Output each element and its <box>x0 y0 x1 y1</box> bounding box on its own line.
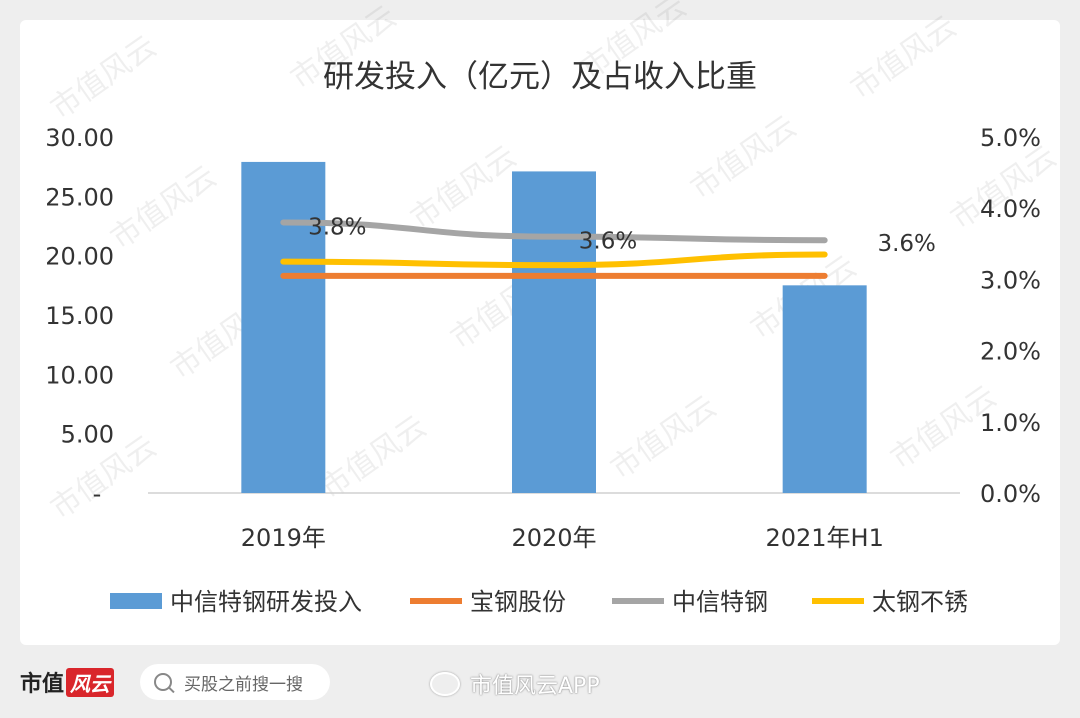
left-tick-label: 10.00 <box>45 361 114 389</box>
bar <box>782 285 867 493</box>
line-series <box>280 219 828 279</box>
brand-mark: 风云 <box>66 668 115 697</box>
data-label: 3.8% <box>308 214 366 240</box>
series-line <box>280 251 828 269</box>
legend: 中信特钢研发投入 宝钢股份 中信特钢 太钢不锈 <box>110 588 968 616</box>
bar-series <box>241 161 867 494</box>
weibo-icon <box>430 672 460 696</box>
bar <box>241 161 326 494</box>
search-box[interactable]: 买股之前搜一搜 <box>140 664 330 700</box>
watermark-text: 市值风云 <box>405 139 523 236</box>
watermark-text: 市值风云 <box>105 159 223 256</box>
watermark-text: 市值风云 <box>315 409 433 506</box>
x-axis-labels: 2019年 2020年 2021年H1 <box>241 524 884 552</box>
search-placeholder: 买股之前搜一搜 <box>184 674 303 695</box>
legend-label: 宝钢股份 <box>470 588 566 616</box>
left-tick-label: 25.00 <box>45 183 114 211</box>
watermark-text: 市值风云 <box>685 109 803 206</box>
brand-text: 市值 <box>20 672 65 697</box>
bar <box>512 171 596 493</box>
data-label: 3.6% <box>579 229 637 255</box>
x-tick-label: 2021年H1 <box>765 524 883 552</box>
right-tick-label: 5.0% <box>980 124 1041 152</box>
right-axis: 0.0% 1.0% 2.0% 3.0% 4.0% 5.0% <box>980 124 1041 508</box>
brand-logo: 市值 风云 <box>20 666 115 698</box>
legend-label: 中信特钢 <box>672 588 768 616</box>
footer: 市值 风云 买股之前搜一搜 市值风云APP <box>0 648 1080 718</box>
right-tick-label: 1.0% <box>980 409 1041 437</box>
left-tick-label: - <box>93 480 102 508</box>
watermark-text: 市值风云 <box>605 389 723 486</box>
left-axis: - 5.00 10.00 15.00 20.00 25.00 30.00 <box>45 124 114 508</box>
series-line <box>280 219 828 244</box>
legend-label: 中信特钢研发投入 <box>170 588 362 616</box>
chart-title: 研发投入（亿元）及占收入比重 <box>323 59 757 95</box>
x-tick-label: 2019年 <box>241 524 326 552</box>
x-tick-label: 2020年 <box>511 524 596 552</box>
left-tick-label: 15.00 <box>45 302 114 330</box>
right-tick-label: 2.0% <box>980 338 1041 366</box>
legend-label: 太钢不锈 <box>872 588 968 616</box>
left-tick-label: 5.00 <box>61 421 114 449</box>
legend-swatch <box>110 593 162 609</box>
data-label: 3.6% <box>877 231 935 257</box>
data-labels: 3.8% 3.6% 3.6% <box>308 214 936 257</box>
search-icon <box>154 673 172 691</box>
left-tick-label: 30.00 <box>45 124 114 152</box>
right-tick-label: 3.0% <box>980 266 1041 294</box>
right-tick-label: 4.0% <box>980 195 1041 223</box>
left-tick-label: 20.00 <box>45 243 114 271</box>
weibo-handle: 市值风云APP <box>430 668 600 700</box>
watermark-text: 市值风云 <box>45 29 163 126</box>
right-tick-label: 0.0% <box>980 480 1041 508</box>
weibo-handle-text: 市值风云APP <box>470 674 600 699</box>
watermark-text: 市值风云 <box>845 9 963 106</box>
